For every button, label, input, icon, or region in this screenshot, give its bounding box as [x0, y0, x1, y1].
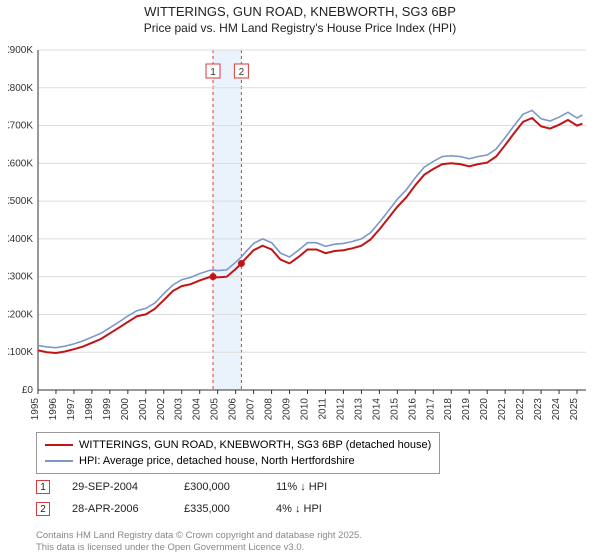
x-tick-label: 1997 — [66, 398, 77, 421]
x-tick-label: 1995 — [30, 398, 41, 421]
price-chart: £0 £100K £200K £300K £400K £500K £600K £700K £80… — [8, 44, 592, 424]
x-tick-label: 2003 — [174, 398, 185, 421]
sale-point-row: 2 28-APR-2006 £335,000 4% ↓ HPI — [36, 498, 366, 520]
y-tick-label: £600K — [8, 158, 33, 169]
sale-point-comparison: 4% ↓ HPI — [276, 503, 366, 515]
x-tick-label: 2019 — [461, 398, 472, 421]
x-tick-label: 2013 — [353, 398, 364, 421]
sale-point-price: £300,000 — [184, 481, 254, 493]
x-tick-label: 2024 — [551, 398, 562, 421]
legend-label: HPI: Average price, detached house, Nort… — [79, 453, 355, 469]
x-tick-label: 2007 — [246, 398, 257, 421]
legend-label: WITTERINGS, GUN ROAD, KNEBWORTH, SG3 6BP… — [79, 437, 431, 453]
y-tick-label: £200K — [8, 309, 33, 320]
x-tick-label: 2018 — [443, 398, 454, 421]
legend-box: WITTERINGS, GUN ROAD, KNEBWORTH, SG3 6BP… — [36, 432, 440, 474]
sale-marker-dot — [238, 260, 245, 267]
y-tick-label: £800K — [8, 83, 33, 94]
x-tick-label: 1999 — [102, 398, 113, 421]
legend-item: HPI: Average price, detached house, Nort… — [45, 453, 431, 469]
sale-point-comparison: 11% ↓ HPI — [276, 481, 366, 493]
x-tick-label: 2010 — [300, 398, 311, 421]
sale-point-date: 28-APR-2006 — [72, 503, 162, 515]
legend: WITTERINGS, GUN ROAD, KNEBWORTH, SG3 6BP… — [36, 432, 576, 474]
x-tick-label: 1998 — [84, 398, 95, 421]
x-tick-label: 2014 — [371, 398, 382, 421]
x-tick-label: 2004 — [192, 398, 203, 421]
footer-line-1: Contains HM Land Registry data © Crown c… — [36, 530, 362, 542]
x-tick-label: 2020 — [479, 398, 490, 421]
x-tick-label: 2005 — [210, 398, 221, 421]
sale-point-date: 29-SEP-2004 — [72, 481, 162, 493]
y-tick-label: £0 — [22, 385, 34, 396]
sale-point-price: £335,000 — [184, 503, 254, 515]
footer-line-2: This data is licensed under the Open Gov… — [36, 542, 362, 554]
y-tick-label: £700K — [8, 121, 33, 132]
sale-marker-dot — [210, 273, 217, 280]
x-tick-label: 2008 — [264, 398, 275, 421]
y-tick-label: £400K — [8, 234, 33, 245]
sale-marker-number: 1 — [210, 67, 216, 78]
x-tick-label: 1996 — [48, 398, 59, 421]
legend-swatch — [45, 460, 73, 462]
x-tick-label: 2017 — [425, 398, 436, 421]
x-tick-label: 2025 — [569, 398, 580, 421]
titles: WITTERINGS, GUN ROAD, KNEBWORTH, SG3 6BP… — [0, 0, 600, 35]
y-tick-label: £100K — [8, 347, 33, 358]
sale-points-table: 1 29-SEP-2004 £300,000 11% ↓ HPI 2 28-APR-200… — [36, 476, 366, 520]
x-tick-label: 2012 — [335, 398, 346, 421]
x-tick-label: 2021 — [497, 398, 508, 421]
y-tick-label: £500K — [8, 196, 33, 207]
sale-marker-number: 2 — [239, 67, 245, 78]
y-tick-label: £300K — [8, 272, 33, 283]
x-tick-label: 2002 — [156, 398, 167, 421]
y-tick-label: £900K — [8, 45, 33, 56]
chart-container: WITTERINGS, GUN ROAD, KNEBWORTH, SG3 6BP… — [0, 0, 600, 560]
x-tick-label: 2000 — [120, 398, 131, 421]
x-tick-label: 2009 — [282, 398, 293, 421]
legend-item: WITTERINGS, GUN ROAD, KNEBWORTH, SG3 6BP… — [45, 437, 431, 453]
sale-point-row: 1 29-SEP-2004 £300,000 11% ↓ HPI — [36, 476, 366, 498]
x-tick-label: 2022 — [515, 398, 526, 421]
legend-swatch — [45, 444, 73, 446]
sale-point-marker: 2 — [36, 502, 50, 516]
sale-point-marker: 1 — [36, 480, 50, 494]
x-tick-label: 2023 — [533, 398, 544, 421]
footer-attribution: Contains HM Land Registry data © Crown c… — [36, 530, 362, 554]
x-tick-label: 2001 — [138, 398, 149, 421]
x-tick-label: 2016 — [407, 398, 418, 421]
x-tick-label: 2011 — [317, 398, 328, 420]
x-tick-label: 2015 — [389, 398, 400, 421]
x-tick-label: 2006 — [228, 398, 239, 421]
title-line-1: WITTERINGS, GUN ROAD, KNEBWORTH, SG3 6BP — [0, 4, 600, 19]
title-line-2: Price paid vs. HM Land Registry's House … — [0, 21, 600, 35]
